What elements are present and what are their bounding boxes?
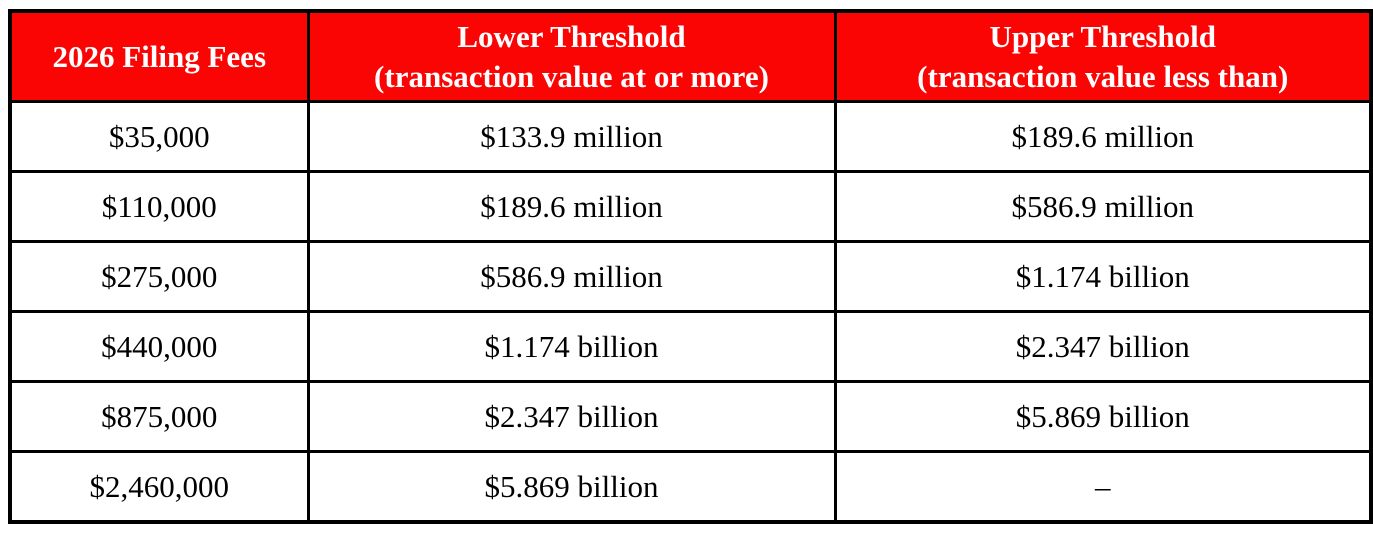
lower-threshold-cell: $5.869 billion [306,450,837,524]
fee-cell: $110,000 [8,170,310,243]
lower-threshold-cell: $586.9 million [306,240,837,313]
header-upper-threshold-subtitle: (transaction value less than) [917,58,1289,94]
table-row: $440,000 $1.174 billion $2.347 billion [8,310,1373,383]
header-filing-fees-label: 2026 Filing Fees [52,38,267,74]
fee-cell: $440,000 [8,310,310,383]
header-row: 2026 Filing Fees Lower Threshold (transa… [8,9,1373,103]
lower-threshold-cell: $189.6 million [306,170,837,243]
lower-threshold-cell: $2.347 billion [306,380,837,453]
upper-threshold-cell: $1.174 billion [833,240,1373,313]
table-row: $110,000 $189.6 million $586.9 million [8,170,1373,243]
upper-threshold-cell: $5.869 billion [833,380,1373,453]
fee-cell: $875,000 [8,380,310,453]
table-row: $35,000 $133.9 million $189.6 million [8,100,1373,173]
header-lower-threshold-subtitle: (transaction value at or more) [374,58,769,94]
fee-cell: $275,000 [8,240,310,313]
lower-threshold-cell: $1.174 billion [306,310,837,383]
header-upper-threshold: Upper Threshold (transaction value less … [833,9,1373,103]
upper-threshold-cell: $189.6 million [833,100,1373,173]
fee-cell: $2,460,000 [8,450,310,524]
table-row: $275,000 $586.9 million $1.174 billion [8,240,1373,313]
upper-threshold-cell: – [833,450,1373,524]
header-upper-threshold-title: Upper Threshold [989,19,1217,55]
fee-cell: $35,000 [8,100,310,173]
upper-threshold-cell: $586.9 million [833,170,1373,243]
filing-fees-table: 2026 Filing Fees Lower Threshold (transa… [8,9,1373,524]
header-lower-threshold-title: Lower Threshold [457,19,686,55]
header-filing-fees: 2026 Filing Fees [8,9,310,103]
table-row: $2,460,000 $5.869 billion – [8,450,1373,524]
filing-fees-table-container: 2026 Filing Fees Lower Threshold (transa… [8,9,1373,524]
table-row: $875,000 $2.347 billion $5.869 billion [8,380,1373,453]
lower-threshold-cell: $133.9 million [306,100,837,173]
upper-threshold-cell: $2.347 billion [833,310,1373,383]
header-lower-threshold: Lower Threshold (transaction value at or… [306,9,837,103]
